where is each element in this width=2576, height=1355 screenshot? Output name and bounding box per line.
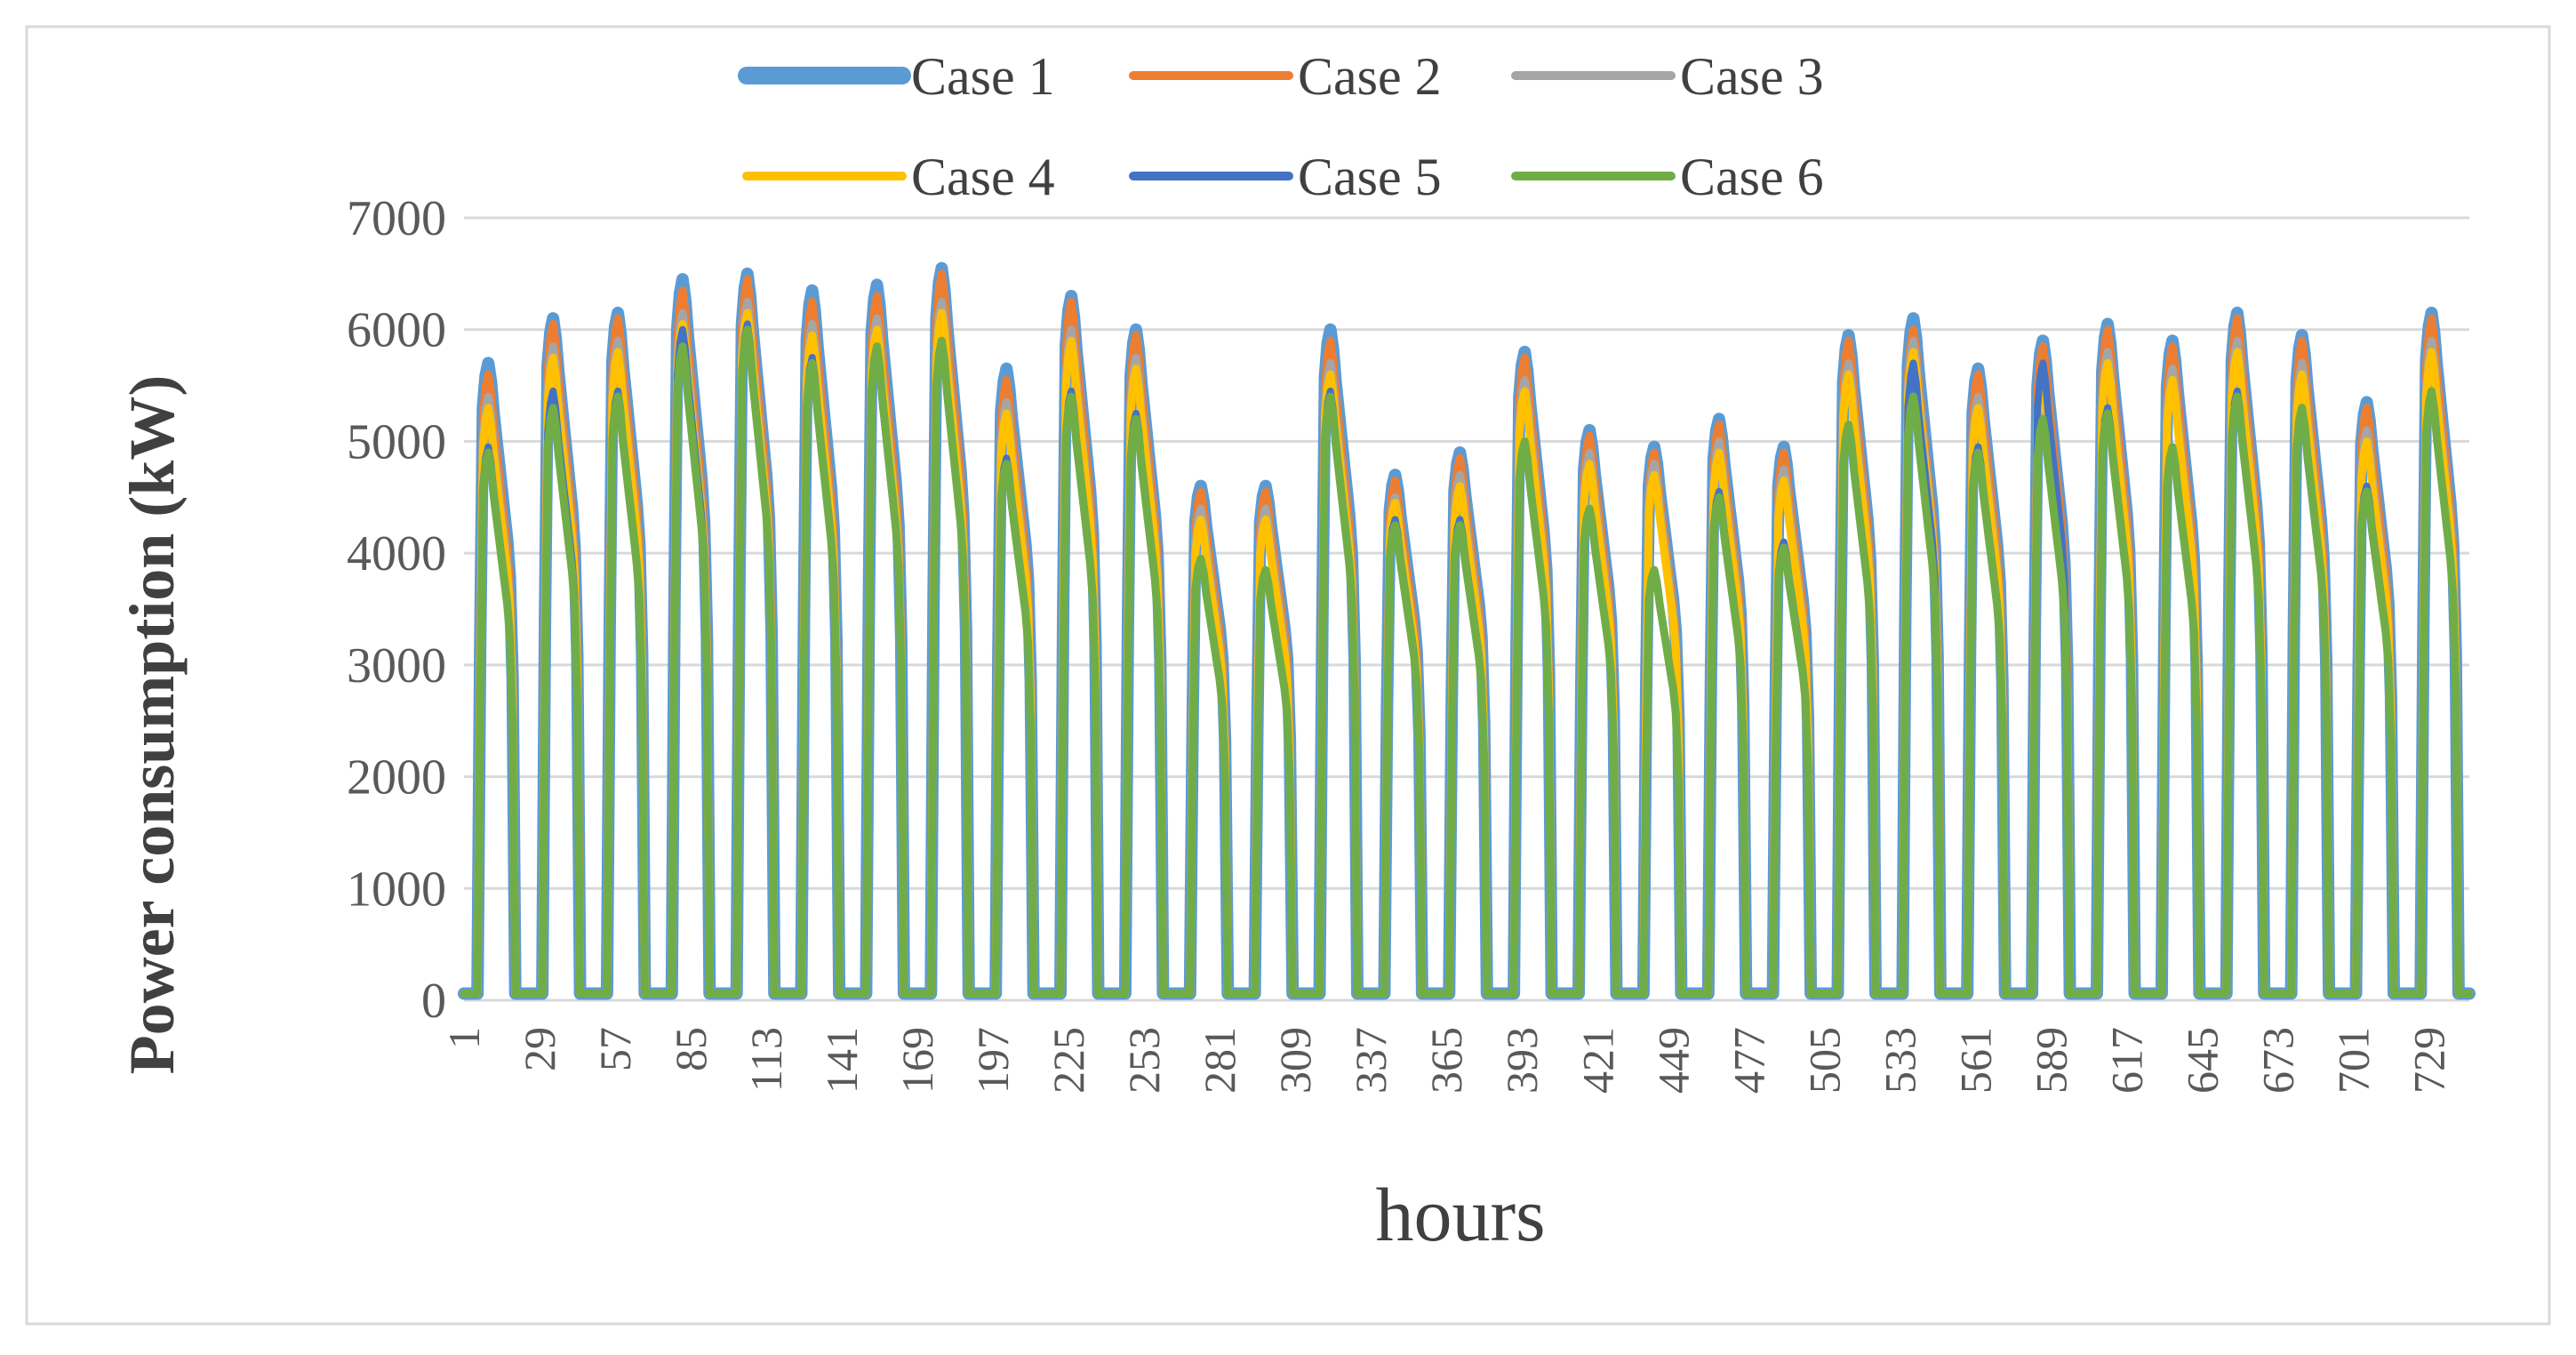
- y-tick-label: 3000: [347, 638, 446, 694]
- legend-entry-case-3: Case 3: [1511, 47, 1824, 106]
- x-tick-label: 673: [2252, 1027, 2302, 1094]
- x-tick-label: 225: [1044, 1027, 1093, 1094]
- x-tick-label: 505: [1799, 1027, 1849, 1094]
- x-tick-label: 477: [1724, 1027, 1773, 1094]
- x-tick-label: 617: [2101, 1027, 2151, 1094]
- x-tick-label: 169: [892, 1027, 942, 1094]
- x-tick-label: 253: [1119, 1027, 1169, 1094]
- x-tick-label: 281: [1195, 1027, 1244, 1094]
- x-tick-label: 393: [1497, 1027, 1547, 1094]
- series-line-case-6: [460, 325, 2474, 998]
- y-tick-label: 1000: [347, 862, 446, 917]
- legend-label-case-6: Case 6: [1680, 148, 1824, 206]
- legend-entry-case-4: Case 4: [742, 148, 1055, 206]
- x-tick-label: 533: [1875, 1027, 1924, 1094]
- x-axis-tick-labels: 1 29 57 85 113 141 169 197 225 253 281 309 337 365 393…: [439, 1027, 2453, 1094]
- x-tick-label: 421: [1572, 1027, 1622, 1094]
- x-tick-label: 1: [439, 1027, 489, 1049]
- legend-entry-case-1: Case 1: [738, 47, 1055, 106]
- x-tick-label: 85: [666, 1027, 716, 1071]
- legend-label-case-1: Case 1: [911, 47, 1055, 106]
- x-tick-label: 645: [2177, 1027, 2227, 1094]
- x-tick-label: 197: [968, 1027, 1018, 1094]
- legend-entry-case-2: Case 2: [1129, 47, 1442, 106]
- x-tick-label: 309: [1270, 1027, 1320, 1094]
- y-axis-tick-labels: 0 1000 2000 3000 4000 5000 6000 7000: [347, 191, 446, 1029]
- legend: Case 1 Case 2 Case 3 Case 4 Case 5 Case …: [738, 47, 1824, 206]
- x-axis-title: hours: [1375, 1172, 1545, 1257]
- data-series: [458, 261, 2476, 1000]
- legend-entry-case-6: Case 6: [1511, 148, 1824, 206]
- y-tick-label: 6000: [347, 303, 446, 358]
- legend-label-case-4: Case 4: [911, 148, 1055, 206]
- y-axis-title: Power consumption (kW): [116, 375, 188, 1075]
- x-tick-label: 701: [2328, 1027, 2378, 1094]
- x-tick-label: 141: [817, 1027, 867, 1094]
- y-tick-label: 4000: [347, 526, 446, 581]
- y-tick-label: 0: [421, 974, 446, 1029]
- x-tick-label: 561: [1950, 1027, 2000, 1094]
- legend-label-case-3: Case 3: [1680, 47, 1824, 106]
- legend-label-case-2: Case 2: [1298, 47, 1442, 106]
- y-tick-label: 7000: [347, 191, 446, 246]
- x-tick-label: 449: [1648, 1027, 1698, 1094]
- x-tick-label: 29: [515, 1027, 564, 1071]
- y-tick-label: 5000: [347, 414, 446, 469]
- x-tick-label: 589: [2026, 1027, 2076, 1094]
- y-tick-label: 2000: [347, 750, 446, 806]
- x-tick-label: 365: [1421, 1027, 1471, 1094]
- x-tick-label: 113: [741, 1027, 791, 1092]
- x-tick-label: 729: [2404, 1027, 2453, 1094]
- x-tick-label: 337: [1346, 1027, 1396, 1094]
- x-tick-label: 57: [590, 1027, 640, 1071]
- legend-label-case-5: Case 5: [1298, 148, 1442, 206]
- legend-entry-case-5: Case 5: [1129, 148, 1442, 206]
